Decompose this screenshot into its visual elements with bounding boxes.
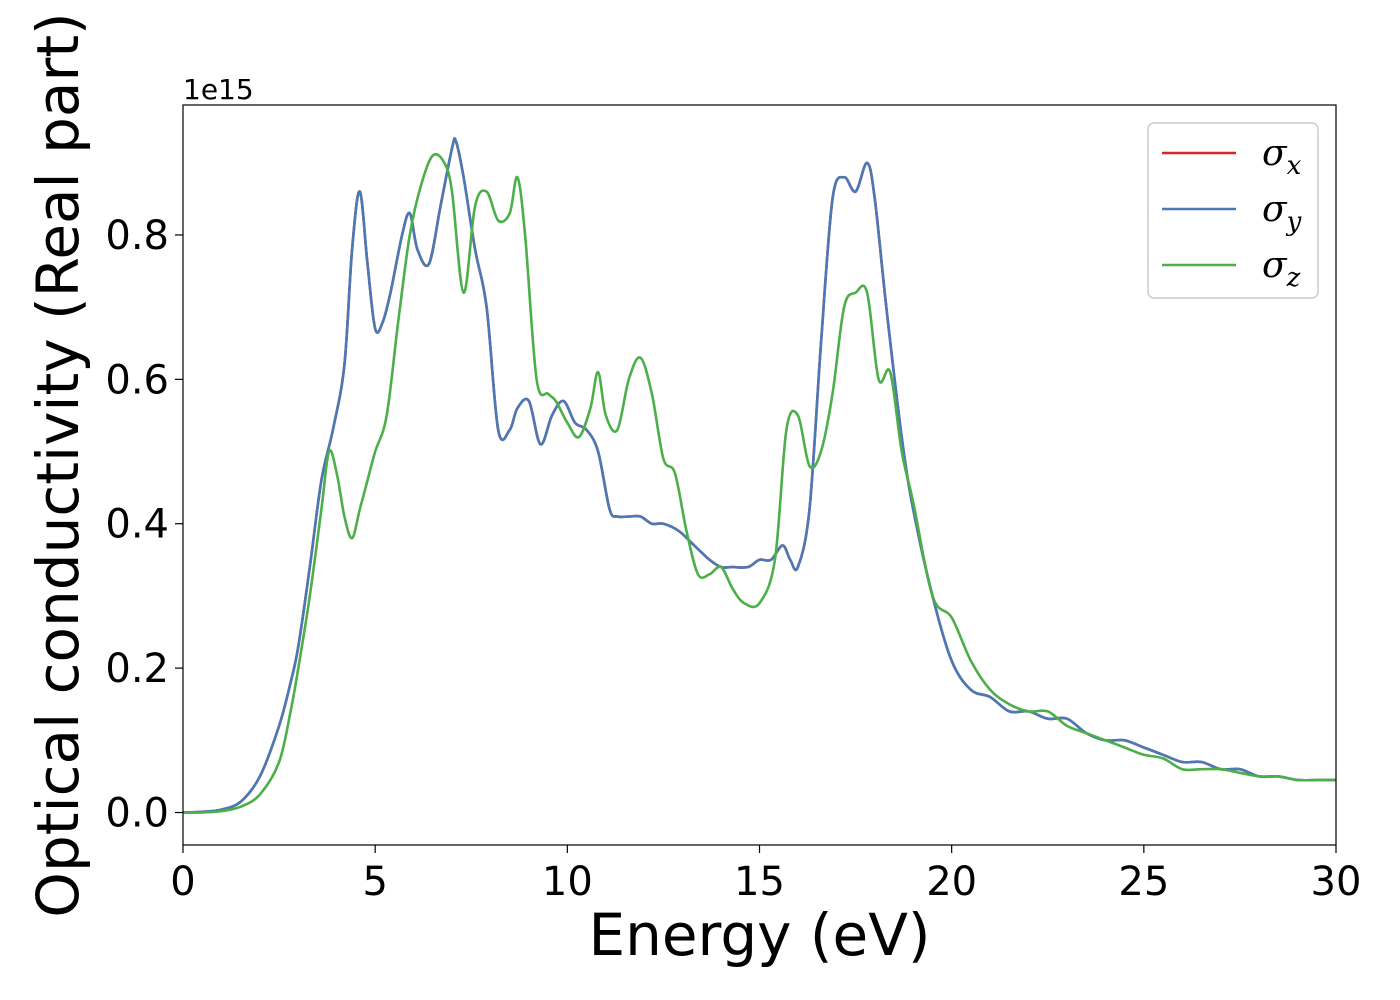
series-layer xyxy=(182,137,1336,814)
series-line-z xyxy=(182,152,1336,814)
x-tick-label: 25 xyxy=(1118,859,1169,905)
y-tick-label: 0.2 xyxy=(105,646,169,692)
y-axis-ticks: 0.0 0.2 0.4 0.6 0.8 xyxy=(105,213,183,837)
x-tick-label: 30 xyxy=(1311,859,1362,905)
legend: σx σy σz xyxy=(1147,122,1319,299)
y-axis-offset-label: 1e15 xyxy=(183,73,254,106)
legend-label-y: σy xyxy=(1262,189,1302,237)
x-tick-label: 15 xyxy=(734,859,785,905)
y-tick-label: 0.0 xyxy=(105,791,169,837)
x-axis-label: Energy (eV) xyxy=(588,901,930,969)
x-axis-ticks: 0 5 10 15 20 25 30 xyxy=(170,845,1361,905)
x-tick-label: 0 xyxy=(170,859,195,905)
y-axis-label: Optical conductivity (Real part) xyxy=(24,12,92,917)
x-tick-label: 20 xyxy=(926,859,977,905)
legend-label-z: σz xyxy=(1262,245,1301,293)
x-tick-label: 5 xyxy=(362,859,387,905)
y-tick-label: 0.6 xyxy=(105,357,169,403)
series-line-y xyxy=(182,137,1336,814)
y-tick-label: 0.8 xyxy=(105,213,169,259)
y-tick-label: 0.4 xyxy=(105,502,169,548)
legend-box xyxy=(1147,122,1319,299)
x-tick-label: 10 xyxy=(542,859,593,905)
legend-label-x: σx xyxy=(1262,133,1302,181)
